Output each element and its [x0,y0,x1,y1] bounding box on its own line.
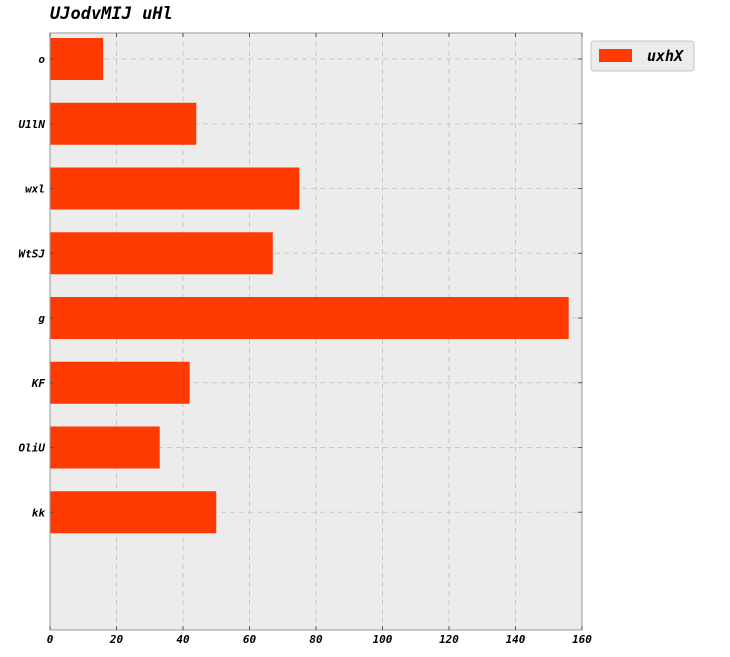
x-tick-label: 140 [506,633,526,646]
x-tick-label: 160 [572,633,592,646]
bar-WtSJ [50,232,273,275]
legend-label: uxhX [647,47,684,65]
bars [50,38,569,534]
bar-wxl [50,167,300,210]
y-tick-label: wxl [25,183,45,196]
y-tick-label: o [38,53,45,66]
chart-title: UJodvMIJ uHl [50,4,173,24]
x-tick-label: 40 [176,633,190,646]
legend-box [590,40,695,72]
legend: uxhX [590,40,695,72]
bar-U1lN [50,102,197,145]
y-tick-label: g [38,312,45,325]
bar-KF [50,361,190,404]
x-tick-label: 120 [439,633,459,646]
axis-ticks: 0 20 40 60 80 100 120 140 160 o U1lN wxl WtSJ g KF OliU… [19,33,592,646]
legend-swatch [599,49,632,62]
y-tick-label: KF [31,377,46,390]
x-tick-label: 0 [47,633,54,646]
bar-OliU [50,426,160,469]
y-tick-label: U1lN [19,118,46,131]
y-tick-label: kk [32,506,46,519]
bar-o [50,38,104,80]
x-tick-label: 100 [373,633,393,646]
x-tick-label: 20 [109,633,124,646]
x-tick-label: 80 [309,633,323,646]
bar-kk [50,491,217,534]
x-tick-label: 60 [243,633,257,646]
bar-g [50,297,569,339]
y-tick-label: WtSJ [19,247,46,260]
y-tick-label: OliU [19,442,46,455]
